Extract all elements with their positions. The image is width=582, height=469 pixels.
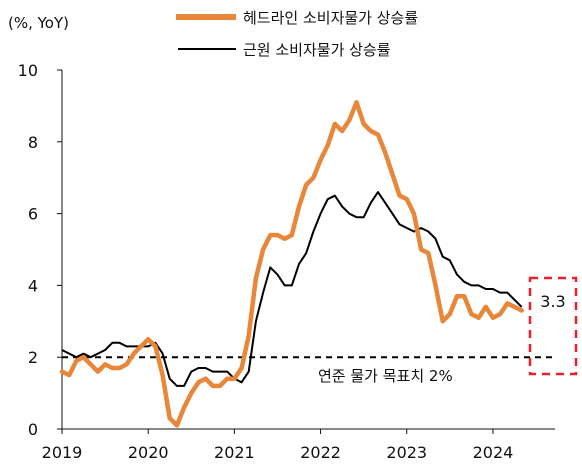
unit-label: (%, YoY) bbox=[8, 14, 69, 32]
y-tick-label: 8 bbox=[28, 133, 38, 152]
y-tick-label: 0 bbox=[28, 420, 38, 439]
x-ticks: 2019 2020 2021 2022 2023 2024 bbox=[42, 429, 514, 462]
latest-value-label: 3.3 bbox=[540, 292, 565, 311]
x-tick-label: 2023 bbox=[386, 443, 427, 462]
x-tick-label: 2024 bbox=[473, 443, 514, 462]
x-tick-label: 2021 bbox=[214, 443, 255, 462]
series-line-headline bbox=[59, 100, 524, 428]
y-tick-label: 6 bbox=[28, 205, 38, 224]
legend-label-headline: 헤드라인 소비자물가 상승률 bbox=[243, 9, 418, 27]
x-tick-label: 2019 bbox=[42, 443, 83, 462]
legend: 헤드라인 소비자물가 상승률 근원 소비자물가 상승률 bbox=[176, 9, 418, 59]
axes bbox=[61, 70, 555, 430]
fed-target-label: 연준 물가 목표치 2% bbox=[318, 367, 453, 385]
x-tick-label: 2022 bbox=[300, 443, 341, 462]
y-tick-label: 2 bbox=[28, 348, 38, 367]
legend-label-core: 근원 소비자물가 상승률 bbox=[243, 41, 391, 59]
y-ticks: 0 2 4 6 8 10 bbox=[18, 61, 62, 439]
y-tick-label: 10 bbox=[18, 61, 38, 80]
x-tick-label: 2020 bbox=[128, 443, 169, 462]
y-tick-label: 4 bbox=[28, 276, 38, 295]
